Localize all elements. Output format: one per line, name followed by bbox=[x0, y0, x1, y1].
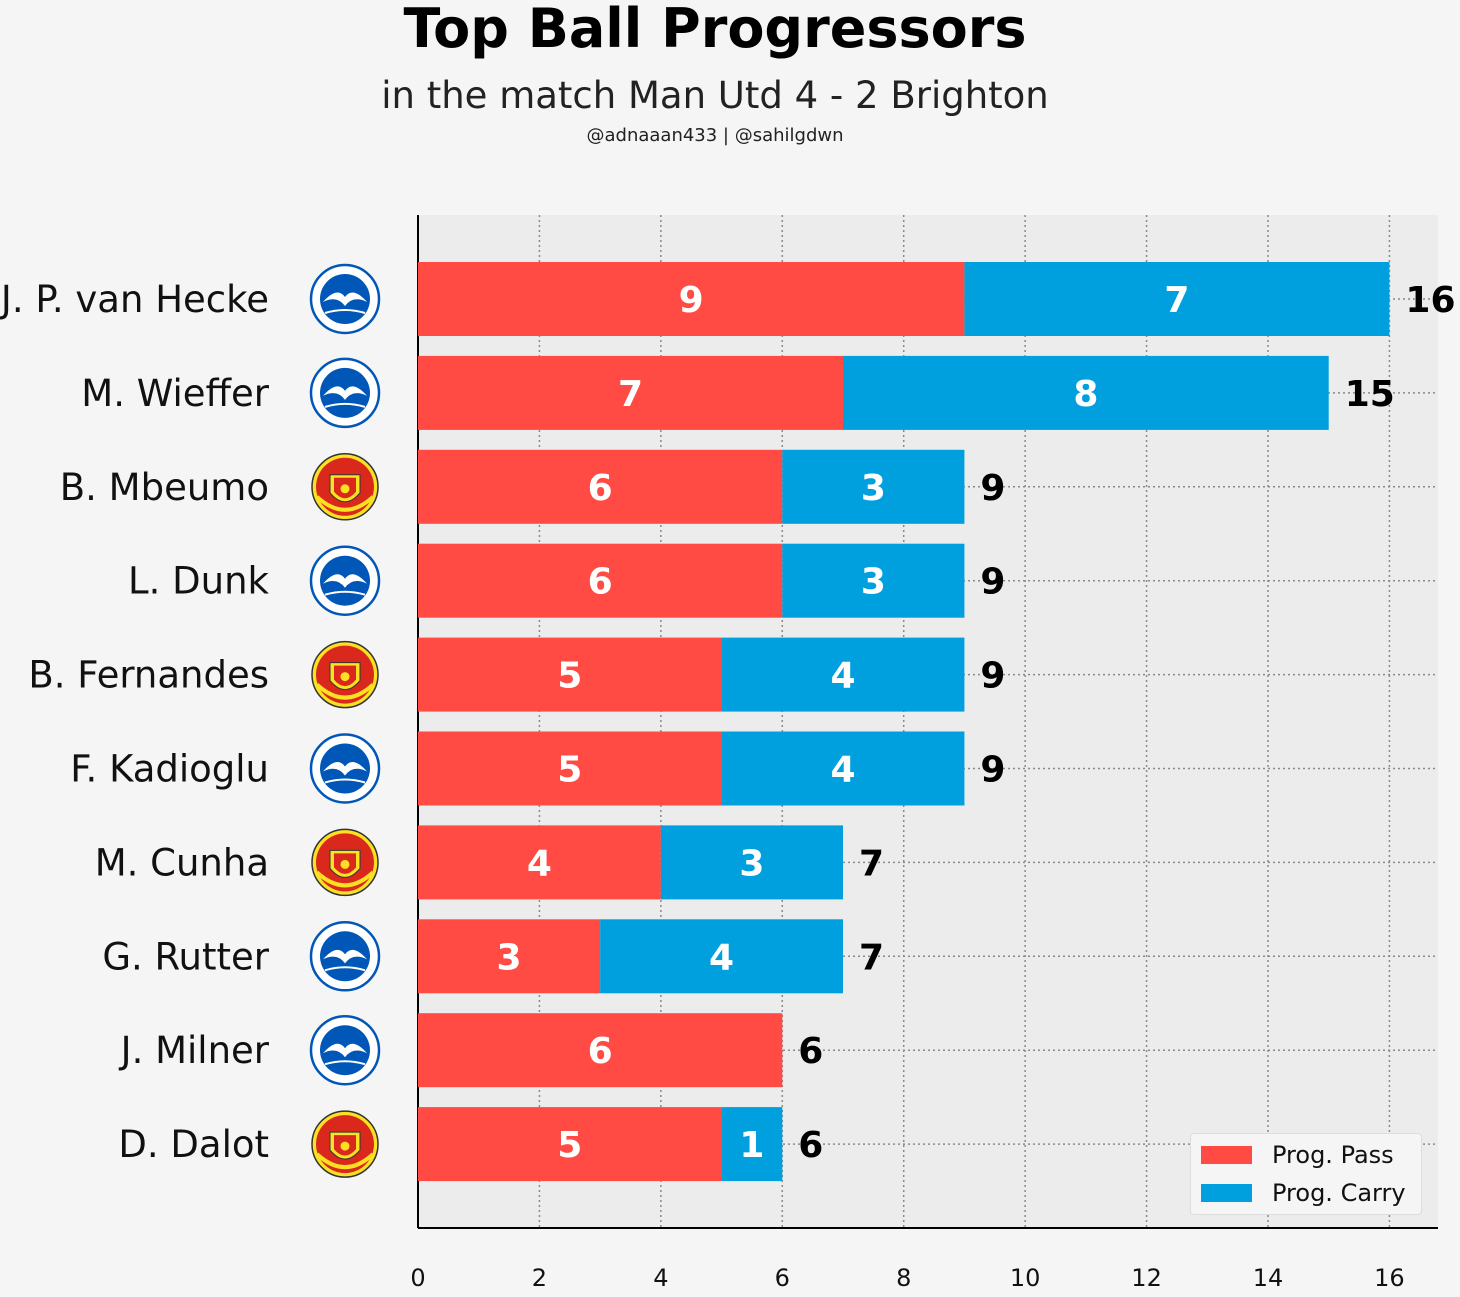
bar-prog-carry bbox=[782, 449, 965, 524]
chart-title: Top Ball Progressors bbox=[403, 0, 1027, 60]
chart-credits: @adnaaan433 | @sahilgdwn bbox=[586, 125, 844, 146]
y-tick-label: J. Milner bbox=[119, 1029, 270, 1072]
data-label-pass: 6 bbox=[588, 1031, 613, 1072]
y-tick-label: L. Dunk bbox=[128, 560, 270, 603]
manutd-badge-icon bbox=[311, 640, 379, 709]
brighton-badge-icon bbox=[309, 545, 381, 616]
legend-label-pass: Prog. Pass bbox=[1272, 1141, 1394, 1169]
bar-prog-carry bbox=[721, 1107, 783, 1182]
manutd-badge-icon bbox=[311, 1110, 379, 1178]
data-label-carry: 4 bbox=[830, 750, 855, 791]
legend-item-pass: Prog. Pass bbox=[1201, 1140, 1394, 1170]
bar-prog-carry bbox=[964, 262, 1390, 336]
data-label-pass: 4 bbox=[527, 843, 552, 884]
data-label-total: 9 bbox=[980, 750, 1005, 791]
bar-prog-carry bbox=[660, 825, 843, 900]
data-label-total: 6 bbox=[798, 1031, 823, 1072]
x-tick-label: 12 bbox=[1131, 1264, 1162, 1292]
brighton-badge-icon bbox=[309, 263, 381, 335]
chart-legend: Prog. Pass Prog. Carry bbox=[1190, 1133, 1422, 1215]
data-label-total: 9 bbox=[980, 656, 1005, 697]
data-label-total: 15 bbox=[1345, 374, 1395, 415]
manutd-badge-icon bbox=[311, 453, 379, 521]
bar-prog-pass bbox=[418, 637, 722, 712]
bar-prog-pass bbox=[418, 543, 783, 618]
bar-prog-pass bbox=[418, 355, 843, 430]
y-tick-label: J. P. van Hecke bbox=[0, 278, 269, 321]
chart-subtitle: in the match Man Utd 4 - 2 Brighton bbox=[381, 74, 1049, 117]
x-tick-label: 4 bbox=[653, 1264, 668, 1292]
data-label-carry: 1 bbox=[739, 1125, 764, 1166]
bar-prog-pass bbox=[418, 919, 601, 994]
brighton-badge-icon bbox=[309, 1014, 381, 1086]
manutd-badge-icon bbox=[311, 828, 379, 897]
data-label-carry: 3 bbox=[739, 843, 764, 884]
data-label-carry: 3 bbox=[861, 562, 886, 603]
y-tick-label: M. Wieffer bbox=[81, 372, 270, 415]
data-label-total: 9 bbox=[980, 562, 1005, 603]
y-tick-label: F. Kadioglu bbox=[70, 748, 269, 791]
data-label-pass: 7 bbox=[618, 374, 643, 415]
data-label-total: 16 bbox=[1405, 280, 1455, 321]
x-tick-label: 6 bbox=[775, 1264, 790, 1292]
brighton-badge-icon bbox=[309, 921, 381, 992]
x-tick-label: 10 bbox=[1010, 1264, 1041, 1292]
bar-prog-carry bbox=[782, 543, 965, 618]
bar-prog-pass bbox=[418, 449, 783, 524]
y-tick-label: B. Mbeumo bbox=[60, 466, 269, 509]
bar-prog-carry bbox=[721, 637, 965, 712]
x-tick-label: 16 bbox=[1374, 1264, 1405, 1292]
data-label-pass: 6 bbox=[588, 468, 613, 509]
bar-prog-carry bbox=[843, 355, 1329, 430]
bar-prog-carry bbox=[600, 919, 843, 994]
bar-prog-pass bbox=[418, 731, 722, 806]
y-tick-label: G. Rutter bbox=[102, 935, 269, 978]
data-label-pass: 5 bbox=[557, 1125, 582, 1166]
data-label-carry: 3 bbox=[861, 468, 886, 509]
data-label-total: 7 bbox=[859, 843, 884, 884]
legend-swatch-pass bbox=[1201, 1146, 1252, 1164]
bar-prog-carry bbox=[721, 731, 965, 806]
data-label-pass: 3 bbox=[497, 937, 522, 978]
legend-label-carry: Prog. Carry bbox=[1272, 1179, 1406, 1207]
data-label-total: 9 bbox=[980, 468, 1005, 509]
data-label-carry: 7 bbox=[1164, 280, 1189, 321]
data-label-total: 6 bbox=[798, 1125, 823, 1166]
brighton-badge-icon bbox=[309, 733, 381, 804]
legend-swatch-carry bbox=[1201, 1184, 1252, 1202]
bar-prog-pass bbox=[418, 1013, 783, 1088]
y-tick-label: B. Fernandes bbox=[28, 654, 269, 697]
bar-prog-pass bbox=[418, 262, 965, 336]
data-label-pass: 6 bbox=[588, 562, 613, 603]
data-label-pass: 9 bbox=[679, 280, 704, 321]
data-label-pass: 5 bbox=[557, 750, 582, 791]
y-tick-label: D. Dalot bbox=[118, 1123, 269, 1166]
y-tick-label: M. Cunha bbox=[95, 841, 269, 884]
data-label-total: 7 bbox=[859, 937, 884, 978]
legend-item-carry: Prog. Carry bbox=[1201, 1178, 1406, 1208]
x-tick-label: 14 bbox=[1253, 1264, 1284, 1292]
bar-prog-pass bbox=[418, 1107, 722, 1182]
data-label-carry: 4 bbox=[709, 937, 734, 978]
x-tick-label: 8 bbox=[896, 1264, 911, 1292]
data-label-carry: 4 bbox=[830, 656, 855, 697]
x-tick-label: 0 bbox=[410, 1264, 425, 1292]
bar-prog-pass bbox=[418, 825, 661, 900]
x-tick-label: 2 bbox=[532, 1264, 547, 1292]
brighton-badge-icon bbox=[309, 357, 381, 429]
data-label-carry: 8 bbox=[1073, 374, 1098, 415]
data-label-pass: 5 bbox=[557, 656, 582, 697]
